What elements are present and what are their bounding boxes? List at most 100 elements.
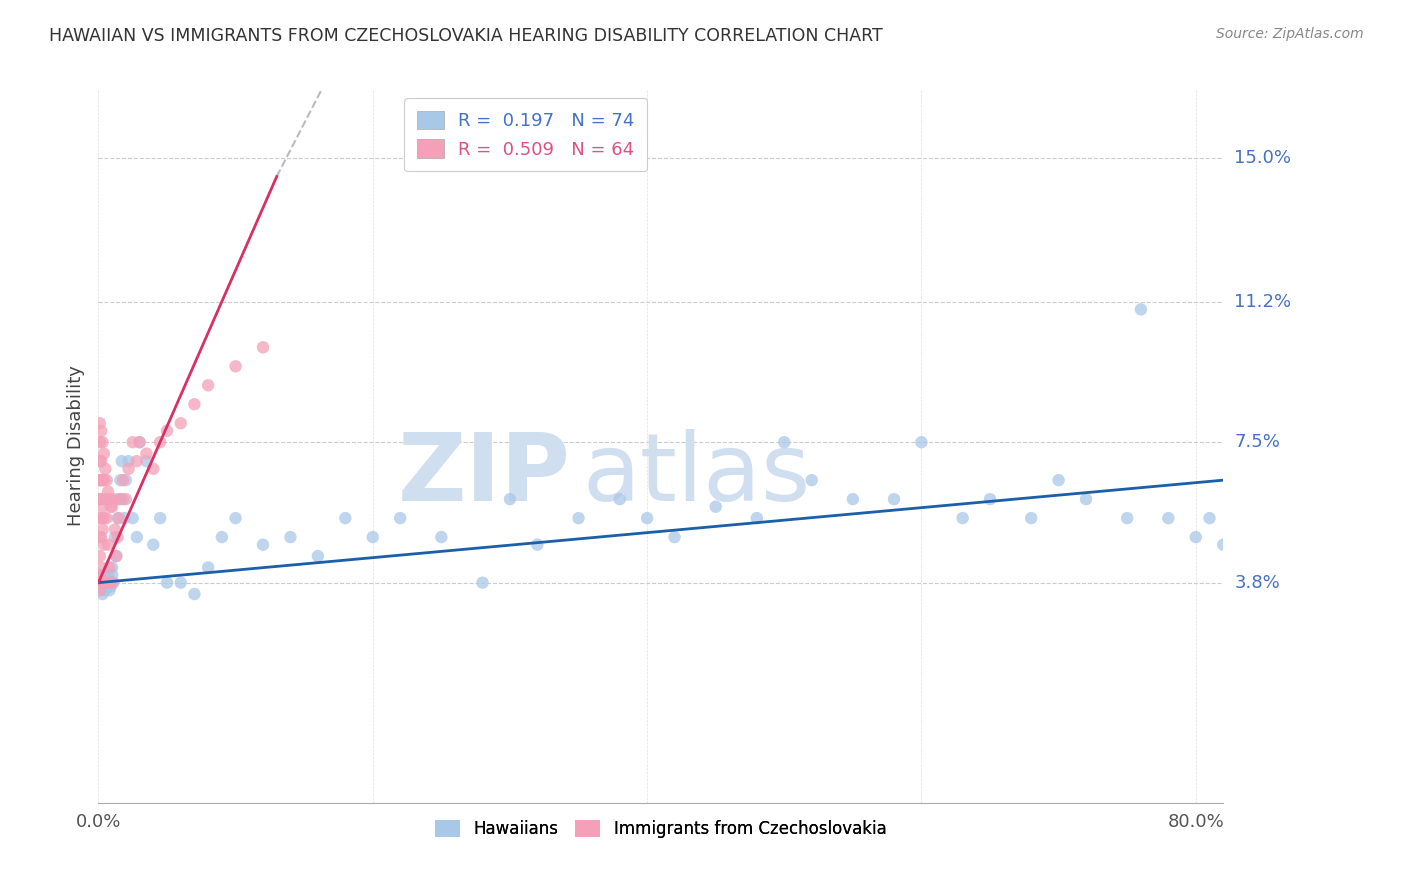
Point — [93, 538, 115, 552]
Point — [745, 511, 768, 525]
Point — [98, 560, 121, 574]
Point — [100, 579, 122, 593]
Point — [94, 575, 117, 590]
Point — [471, 575, 494, 590]
Point — [112, 473, 135, 487]
Point — [94, 583, 117, 598]
Point — [90, 575, 112, 590]
Point — [170, 575, 193, 590]
Point — [105, 549, 128, 563]
Point — [89, 473, 111, 487]
Point — [101, 568, 124, 582]
Point — [93, 447, 115, 461]
Point — [93, 473, 115, 487]
Point — [252, 538, 274, 552]
Point — [93, 511, 115, 525]
Point — [225, 359, 247, 374]
Point — [135, 447, 157, 461]
Point — [842, 492, 865, 507]
Point — [117, 462, 139, 476]
Point — [90, 511, 112, 525]
Point — [704, 500, 727, 514]
Point — [636, 511, 658, 525]
Point — [89, 511, 111, 525]
Point — [183, 587, 205, 601]
Text: HAWAIIAN VS IMMIGRANTS FROM CZECHOSLOVAKIA HEARING DISABILITY CORRELATION CHART: HAWAIIAN VS IMMIGRANTS FROM CZECHOSLOVAK… — [49, 27, 883, 45]
Point — [156, 575, 179, 590]
Point — [100, 575, 122, 590]
Point — [156, 424, 179, 438]
Point — [225, 511, 247, 525]
Point — [280, 530, 302, 544]
Point — [1047, 473, 1070, 487]
Point — [108, 492, 131, 507]
Point — [90, 473, 112, 487]
Point — [211, 530, 233, 544]
Point — [104, 523, 127, 537]
Point — [910, 435, 932, 450]
Point — [94, 492, 117, 507]
Point — [89, 575, 111, 590]
Point — [609, 492, 631, 507]
Point — [1019, 511, 1042, 525]
Point — [96, 575, 118, 590]
Y-axis label: Hearing Disability: Hearing Disability — [66, 366, 84, 526]
Text: 11.2%: 11.2% — [1234, 293, 1292, 310]
Point — [1184, 530, 1206, 544]
Point — [335, 511, 357, 525]
Point — [252, 340, 274, 354]
Point — [142, 538, 165, 552]
Point — [361, 530, 384, 544]
Point — [89, 568, 111, 582]
Point — [107, 530, 129, 544]
Point — [97, 575, 120, 590]
Point — [125, 454, 148, 468]
Point — [197, 560, 219, 574]
Point — [135, 454, 157, 468]
Point — [128, 435, 150, 450]
Point — [100, 500, 122, 514]
Text: 15.0%: 15.0% — [1234, 149, 1292, 167]
Point — [112, 492, 135, 507]
Point — [101, 500, 124, 514]
Point — [389, 511, 412, 525]
Point — [89, 435, 111, 450]
Text: 7.5%: 7.5% — [1234, 434, 1281, 451]
Point — [567, 511, 589, 525]
Point — [1198, 511, 1220, 525]
Point — [89, 575, 111, 590]
Point — [91, 500, 114, 514]
Point — [115, 473, 138, 487]
Point — [142, 462, 165, 476]
Point — [91, 435, 114, 450]
Point — [1116, 511, 1139, 525]
Point — [90, 568, 112, 582]
Point — [89, 530, 111, 544]
Point — [91, 523, 114, 537]
Point — [430, 530, 453, 544]
Point — [96, 579, 118, 593]
Point — [526, 538, 548, 552]
Point — [499, 492, 522, 507]
Point — [93, 579, 115, 593]
Point — [105, 549, 128, 563]
Point — [107, 511, 129, 525]
Text: ZIP: ZIP — [398, 428, 571, 521]
Point — [93, 575, 115, 590]
Point — [96, 572, 118, 586]
Point — [90, 492, 112, 507]
Point — [1157, 511, 1180, 525]
Point — [664, 530, 686, 544]
Point — [98, 492, 121, 507]
Point — [98, 583, 121, 598]
Point — [91, 575, 114, 590]
Point — [1129, 302, 1152, 317]
Point — [128, 435, 150, 450]
Point — [89, 416, 111, 430]
Point — [98, 575, 121, 590]
Point — [103, 492, 125, 507]
Legend: Hawaiians, Immigrants from Czechoslovakia: Hawaiians, Immigrants from Czechoslovaki… — [429, 813, 893, 845]
Point — [773, 435, 796, 450]
Point — [1226, 511, 1249, 525]
Point — [121, 511, 143, 525]
